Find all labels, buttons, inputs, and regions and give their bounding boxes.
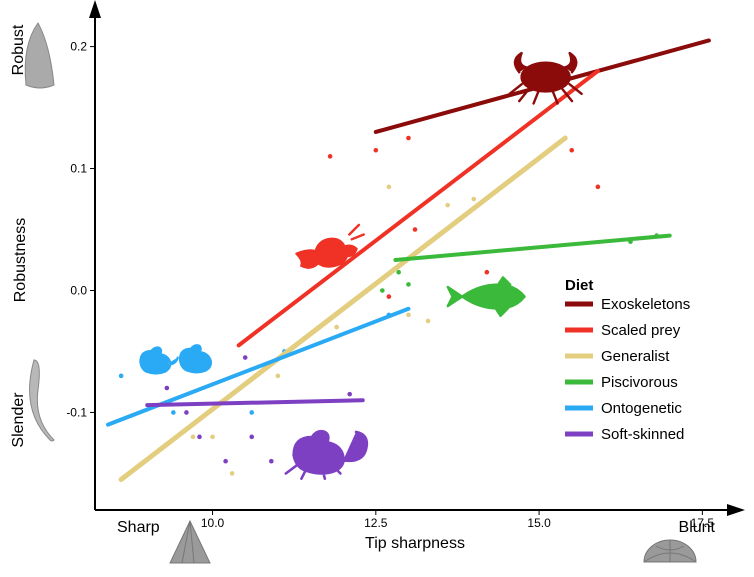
data-point (243, 355, 248, 360)
x-tick-label: 12.5 (364, 516, 388, 530)
legend-label: Soft-skinned (601, 426, 684, 443)
x-tick-label: 10.0 (201, 516, 225, 530)
x-left-end-label: Sharp (117, 519, 160, 536)
data-point (380, 288, 385, 293)
legend-label: Generalist (601, 348, 670, 365)
data-point (328, 154, 333, 159)
legend-label: Scaled prey (601, 322, 681, 339)
data-point (249, 435, 254, 440)
data-point (223, 459, 228, 464)
data-point (210, 435, 215, 440)
data-point (165, 386, 170, 391)
data-point (387, 185, 392, 190)
x-right-end-label: Blunt (679, 519, 716, 536)
data-point (406, 282, 411, 287)
data-point (197, 435, 202, 440)
data-point (387, 294, 392, 299)
data-point (445, 203, 450, 208)
legend-title: Diet (565, 277, 593, 294)
data-point (426, 319, 431, 324)
y-tick-label: 0.1 (70, 162, 87, 176)
data-point (347, 392, 352, 397)
y-axis-label: Robustness (12, 218, 29, 303)
data-point (396, 270, 401, 275)
data-point (406, 136, 411, 141)
data-point (413, 227, 418, 232)
data-point (334, 325, 339, 330)
data-point (230, 471, 235, 476)
data-point (406, 313, 411, 318)
data-point (374, 148, 379, 153)
data-point (471, 197, 476, 202)
data-point (119, 374, 124, 379)
chart-background (0, 0, 754, 577)
data-point (191, 435, 196, 440)
data-point (596, 185, 601, 190)
data-point (485, 270, 490, 275)
legend-label: Exoskeletons (601, 296, 690, 313)
data-point (269, 459, 274, 464)
data-point (249, 410, 254, 415)
y-tick-label: 0.2 (70, 40, 87, 54)
y-tick-label: 0.0 (70, 283, 87, 297)
data-point (171, 410, 176, 415)
y-top-end-label: Robust (10, 24, 27, 75)
y-tick-label: -0.1 (66, 405, 87, 419)
data-point (569, 148, 574, 153)
data-point (184, 410, 189, 415)
legend-label: Piscivorous (601, 374, 678, 391)
y-bottom-end-label: Slender (10, 392, 27, 448)
x-tick-label: 15.0 (527, 516, 551, 530)
x-axis-label: Tip sharpness (365, 535, 465, 552)
legend-label: Ontogenetic (601, 400, 682, 417)
data-point (276, 374, 281, 379)
